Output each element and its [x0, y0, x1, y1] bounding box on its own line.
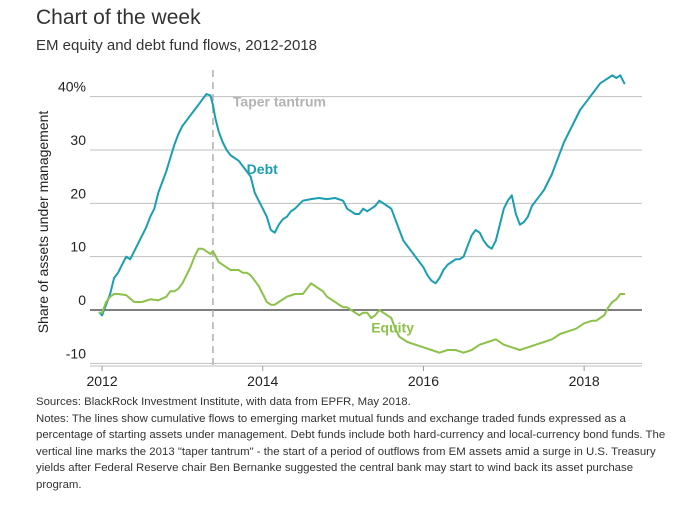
x-tick-label: 2018: [569, 373, 600, 389]
taper-tantrum-marker: Taper tantrum: [212, 70, 326, 366]
taper-tantrum-label: Taper tantrum: [233, 94, 326, 110]
notes-text: Notes: The lines show cumulative flows t…: [36, 412, 666, 491]
x-axis-ticks: 2012 2014 2016 2018: [86, 365, 642, 389]
chart-subtitle: EM equity and debt fund flows, 2012-2018: [36, 37, 318, 54]
gridlines: [90, 96, 642, 364]
y-tick-label: 0: [78, 292, 86, 308]
sources-text: Sources: BlackRock Investment Institute,…: [36, 396, 411, 408]
series-label-equity: Equity: [371, 319, 414, 335]
chart-title: Chart of the week: [36, 6, 201, 29]
y-axis-label: Share of assets under management: [35, 111, 51, 334]
series-line-debt: [98, 74, 626, 317]
y-axis-ticks: -10 0 10 20 30 40%: [58, 79, 86, 362]
series-line-equity: [98, 247, 626, 354]
y-tick-label: 20: [70, 185, 86, 201]
y-tick-label: 40%: [58, 79, 86, 95]
x-tick-label: 2014: [247, 373, 278, 389]
x-tick-label: 2016: [408, 373, 439, 389]
series-labels: Debt Equity: [247, 161, 415, 335]
series-lines: [98, 74, 626, 354]
fund-flows-chart: -10 0 10 20 30 40% 2012 2014 2016 2018 Taper tan…: [35, 70, 642, 389]
y-tick-label: -10: [66, 345, 86, 361]
y-tick-label: 10: [70, 239, 86, 255]
series-label-debt: Debt: [247, 161, 278, 177]
y-tick-label: 30: [70, 132, 86, 148]
chart-footnotes: Sources: BlackRock Investment Institute,…: [36, 394, 666, 493]
x-tick-label: 2012: [86, 373, 117, 389]
